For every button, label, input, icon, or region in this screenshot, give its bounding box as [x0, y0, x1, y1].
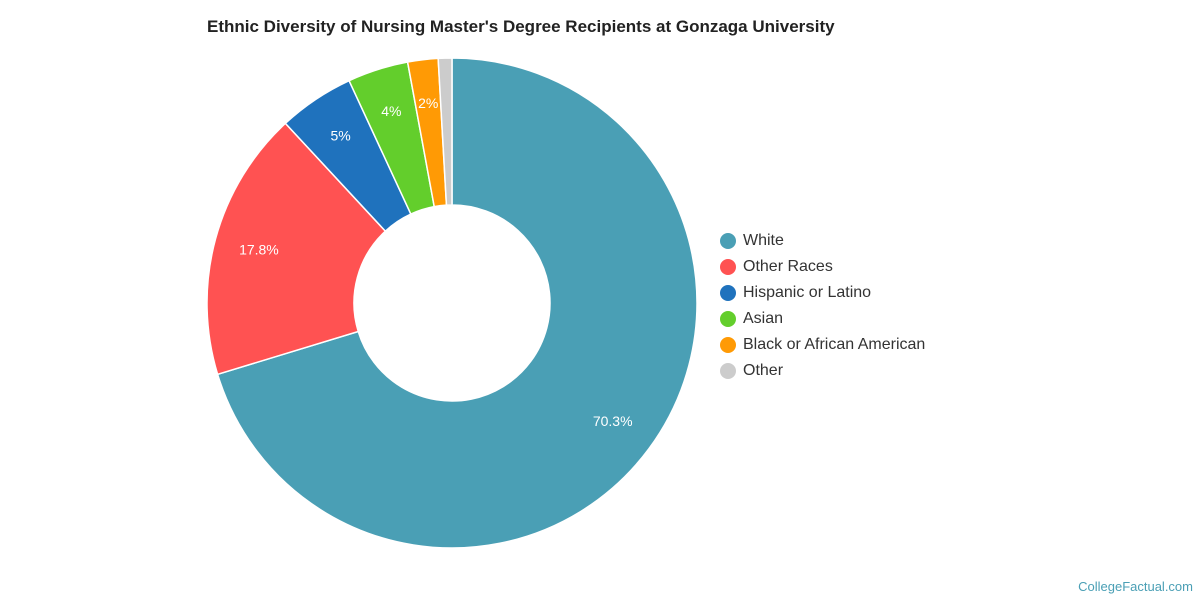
slice-label-hispanic-or-latino: 5%: [331, 128, 351, 144]
legend-item-hispanic-or-latino[interactable]: Hispanic or Latino: [720, 280, 925, 306]
legend-item-white[interactable]: White: [720, 228, 925, 254]
legend-item-asian[interactable]: Asian: [720, 306, 925, 332]
slice-other[interactable]: [437, 57, 453, 206]
slice-label-black-or-african-american: 2%: [418, 95, 438, 111]
labels-group: 70.3% 17.8% 5% 4% 2%: [239, 95, 632, 429]
legend-item-black-or-african-american[interactable]: Black or African American: [720, 332, 925, 358]
legend: White Other Races Hispanic or Latino Asian B…: [720, 228, 925, 384]
legend-swatch-icon: [720, 285, 736, 301]
legend-swatch-icon: [720, 233, 736, 249]
legend-label: Hispanic or Latino: [743, 284, 872, 301]
slice-label-asian: 4%: [381, 103, 401, 119]
legend-label: Other Races: [743, 258, 833, 275]
legend-swatch-icon: [720, 259, 736, 275]
slice-label-other-races: 17.8%: [239, 242, 279, 258]
slices-group: [206, 57, 698, 549]
slice-other-races[interactable]: [206, 122, 387, 376]
legend-item-other-races[interactable]: Other Races: [720, 254, 925, 280]
legend-swatch-icon: [720, 311, 736, 327]
legend-swatch-icon: [720, 363, 736, 379]
legend-label: Asian: [743, 310, 784, 327]
legend-swatch-icon: [720, 337, 736, 353]
legend-label: Black or African American: [743, 336, 926, 353]
legend-label: White: [743, 232, 784, 249]
slice-label-white: 70.3%: [593, 413, 633, 429]
source-credit[interactable]: CollegeFactual.com: [1078, 579, 1193, 594]
chart-title: Ethnic Diversity of Nursing Master's Deg…: [207, 17, 835, 36]
legend-label: Other: [743, 362, 784, 379]
slice-white[interactable]: [216, 57, 698, 549]
legend-item-other[interactable]: Other: [720, 358, 925, 384]
